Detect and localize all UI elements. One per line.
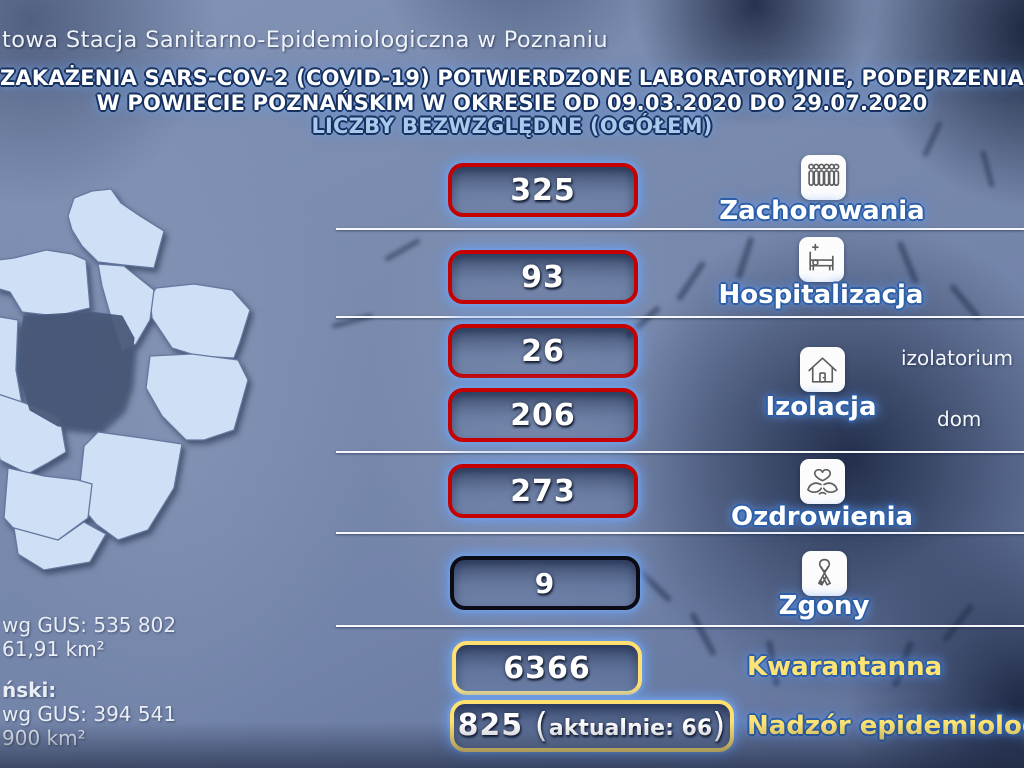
zgony-label: Zgony: [778, 591, 870, 621]
dom-note: dom: [937, 407, 982, 431]
izolacja-izolatorium-value-box: 26: [448, 324, 638, 378]
divider: [336, 532, 1024, 534]
title-line-2: W POWIECIE POZNAŃSKIM W OKRESIE OD 09.03…: [96, 91, 928, 115]
ozdrowienia-label: Ozdrowienia: [730, 502, 914, 532]
hospitalizacja-label: Hospitalizacja: [718, 280, 924, 310]
hospitalizacja-value: 93: [521, 259, 565, 295]
izolacja-izolatorium-value: 26: [521, 333, 565, 369]
nadzor-label: Nadzór epidemiologiczny: [747, 711, 1024, 741]
zachorowania-value: 325: [510, 172, 576, 208]
poznan-county-map: [0, 188, 251, 570]
title-line-3: LICZBY BEZWZGLĘDNE (OGÓŁEM): [311, 114, 713, 138]
zachorowania-value-box: 325: [448, 163, 638, 217]
crowd-icon: [801, 155, 846, 200]
house-icon: [800, 347, 845, 392]
divider: [336, 228, 1024, 230]
izolacja-label: Izolacja: [765, 392, 877, 422]
awareness-ribbon-icon: [802, 551, 847, 596]
ozdrowienia-value-box: 273: [448, 464, 638, 518]
zachorowania-label: Zachorowania: [719, 196, 925, 226]
region-population-county: wg GUS: 394 541: [2, 702, 177, 726]
nadzor-value: 825 (aktualnie: 66): [457, 706, 727, 746]
hospitalizacja-value-box: 93: [448, 250, 638, 304]
izolacja-dom-value: 206: [510, 397, 576, 433]
zgony-value-box: 9: [450, 556, 640, 610]
zgony-value: 9: [534, 566, 556, 600]
hands-heart-icon: [800, 459, 845, 504]
kwarantanna-label: Kwarantanna: [747, 652, 943, 682]
ozdrowienia-value: 273: [510, 473, 576, 509]
region-area-county: 900 km²: [2, 726, 86, 750]
divider: [336, 625, 1024, 627]
nadzor-value-box: 825 (aktualnie: 66): [450, 700, 734, 752]
region-area-city: 61,91 km²: [2, 637, 105, 661]
hospital-bed-icon: [799, 237, 844, 282]
title-line-1: ZAKAŻENIA SARS-COV-2 (COVID-19) POTWIERD…: [0, 66, 1024, 90]
kwarantanna-value: 6366: [503, 650, 591, 686]
izolacja-dom-value-box: 206: [448, 388, 638, 442]
divider: [336, 316, 1024, 318]
divider: [336, 451, 1024, 453]
kwarantanna-value-box: 6366: [452, 641, 642, 695]
izolatorium-note: izolatorium: [901, 346, 1014, 370]
region-population-city: wg GUS: 535 802: [2, 613, 177, 637]
station-name: towa Stacja Sanitarno-Epidemiologiczna w…: [2, 27, 609, 53]
region-county-heading: ński:: [2, 678, 57, 702]
